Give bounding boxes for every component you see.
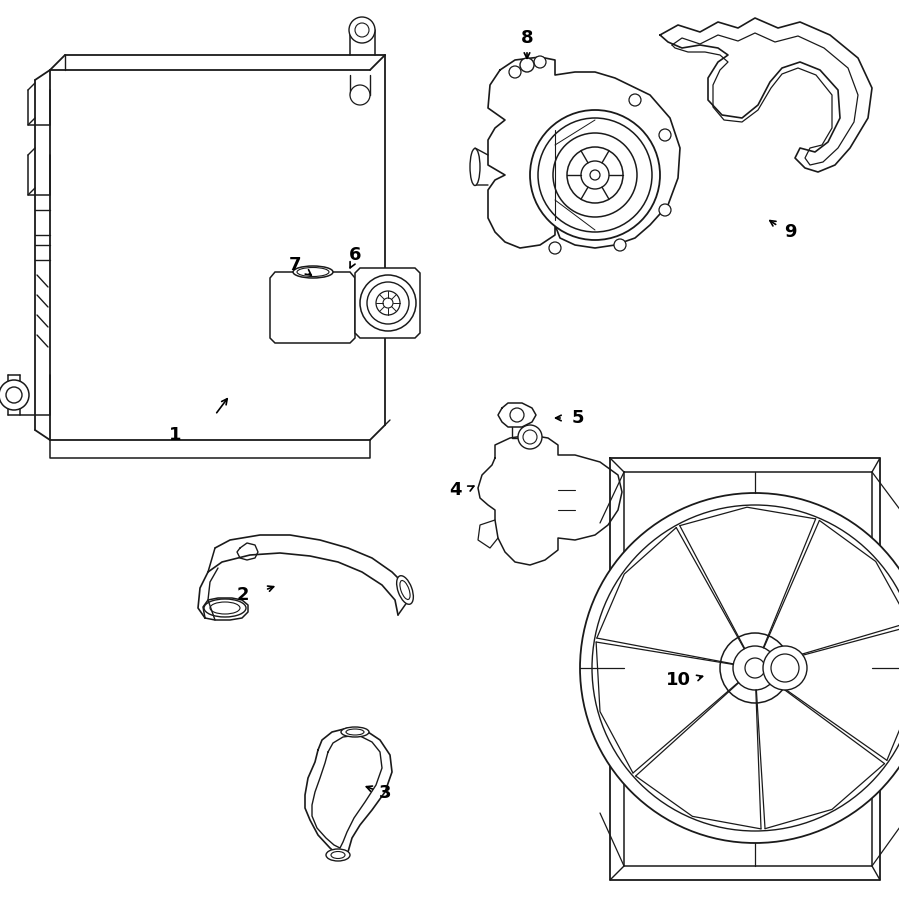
Text: 6: 6 [349,246,361,264]
Polygon shape [355,268,420,338]
Circle shape [349,17,375,43]
Circle shape [534,56,546,68]
Circle shape [614,239,626,251]
Circle shape [360,275,416,331]
Ellipse shape [326,849,350,861]
Circle shape [771,654,799,682]
Polygon shape [270,272,355,343]
Ellipse shape [396,576,414,604]
Ellipse shape [346,729,364,735]
Circle shape [350,85,370,105]
Text: 7: 7 [289,256,301,274]
Circle shape [376,291,400,315]
Text: 3: 3 [378,784,391,802]
Circle shape [745,658,765,678]
Circle shape [0,380,29,410]
Circle shape [763,646,807,690]
Circle shape [549,242,561,254]
Ellipse shape [297,267,329,276]
Circle shape [6,387,22,403]
Circle shape [518,425,542,449]
Circle shape [510,408,524,422]
Ellipse shape [204,599,246,617]
Circle shape [567,147,623,203]
Text: 9: 9 [784,223,797,241]
Text: 10: 10 [665,671,690,689]
Circle shape [523,430,537,444]
Circle shape [733,646,777,690]
Circle shape [520,58,534,72]
Text: 5: 5 [572,409,584,427]
Ellipse shape [341,727,369,737]
Circle shape [383,298,393,308]
Circle shape [581,161,609,189]
Text: 1: 1 [169,426,182,444]
Circle shape [530,110,660,240]
Circle shape [659,129,671,141]
Text: 8: 8 [521,29,533,47]
Ellipse shape [210,602,240,614]
Ellipse shape [470,148,480,185]
Circle shape [538,118,652,232]
Ellipse shape [400,580,410,599]
Circle shape [590,170,600,180]
Circle shape [367,282,409,324]
Text: 2: 2 [236,586,249,604]
Ellipse shape [331,851,345,859]
Circle shape [355,23,369,37]
Circle shape [592,505,899,831]
Circle shape [553,133,637,217]
Circle shape [509,66,521,78]
Circle shape [720,633,790,703]
Ellipse shape [293,266,333,278]
Circle shape [580,493,899,843]
Circle shape [659,204,671,216]
Circle shape [629,94,641,106]
Text: 4: 4 [449,481,461,499]
